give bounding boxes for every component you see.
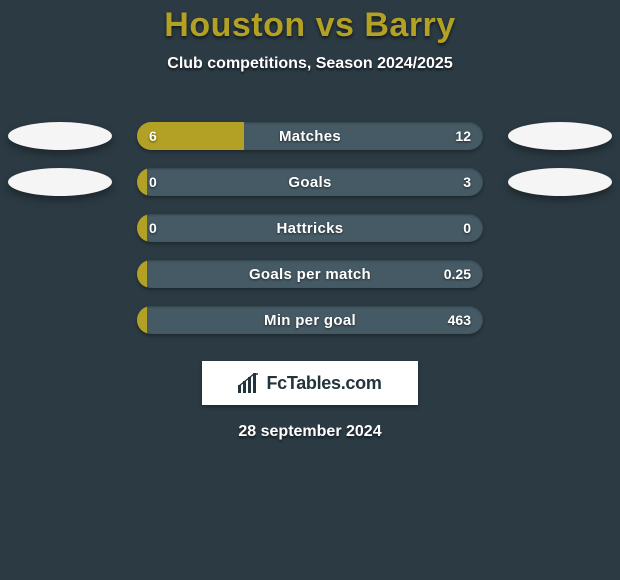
stat-row: 0Hattricks0 [0,205,620,251]
stat-label: Goals [137,168,483,196]
stat-value-right: 3 [463,168,471,196]
footer-date: 28 september 2024 [0,423,620,441]
brand-banner: FcTables.com [202,361,418,405]
brand-text: FcTables.com [266,373,381,394]
stat-label: Goals per match [137,260,483,288]
stat-row: Goals per match0.25 [0,251,620,297]
stat-row: Min per goal463 [0,297,620,343]
stat-bar: 0Goals3 [137,168,483,196]
stat-value-right: 463 [448,306,471,334]
stat-bar: 6Matches12 [137,122,483,150]
subtitle: Club competitions, Season 2024/2025 [0,55,620,73]
stat-value-right: 0.25 [444,260,471,288]
stat-value-right: 12 [455,122,471,150]
team-badge-left [8,122,112,150]
team-badge-right [508,168,612,196]
stat-row: 0Goals3 [0,159,620,205]
team-badge-left [8,168,112,196]
stat-label: Matches [137,122,483,150]
stat-bar: 0Hattricks0 [137,214,483,242]
stat-label: Hattricks [137,214,483,242]
page-title: Houston vs Barry [0,0,620,45]
stat-rows: 6Matches120Goals30Hattricks0Goals per ma… [0,113,620,343]
stat-bar: Goals per match0.25 [137,260,483,288]
stat-bar: Min per goal463 [137,306,483,334]
stat-row: 6Matches12 [0,113,620,159]
bar-chart-icon [238,373,260,393]
team-badge-right [508,122,612,150]
stat-value-right: 0 [463,214,471,242]
comparison-card: Houston vs Barry Club competitions, Seas… [0,0,620,580]
stat-label: Min per goal [137,306,483,334]
